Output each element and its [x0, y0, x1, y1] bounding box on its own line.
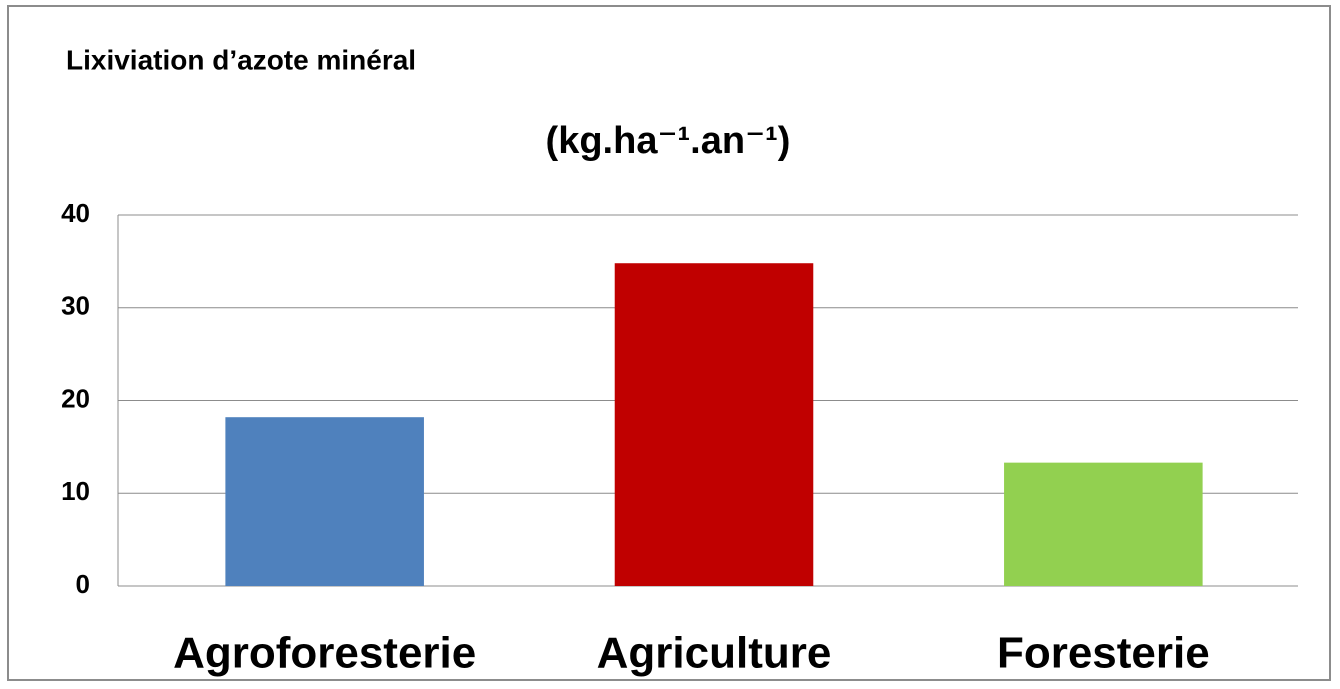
chart-frame: [7, 5, 1331, 681]
y-tick-label: 30: [61, 291, 90, 321]
y-tick-label: 10: [61, 476, 90, 506]
bar: [225, 417, 424, 586]
x-tick-label: Agriculture: [597, 629, 832, 678]
x-tick-label: Agroforesterie: [173, 629, 476, 678]
chart-subtitle: (kg.ha⁻¹.an⁻¹): [546, 120, 791, 162]
chart-title: Lixiviation d’azote minéral: [66, 44, 416, 75]
bar: [614, 263, 814, 586]
y-tick-label: 0: [76, 569, 90, 599]
y-tick-label: 40: [61, 198, 90, 228]
bar: [1004, 462, 1203, 586]
y-tick-label: 20: [61, 383, 90, 413]
x-tick-label: Foresterie: [997, 629, 1210, 678]
